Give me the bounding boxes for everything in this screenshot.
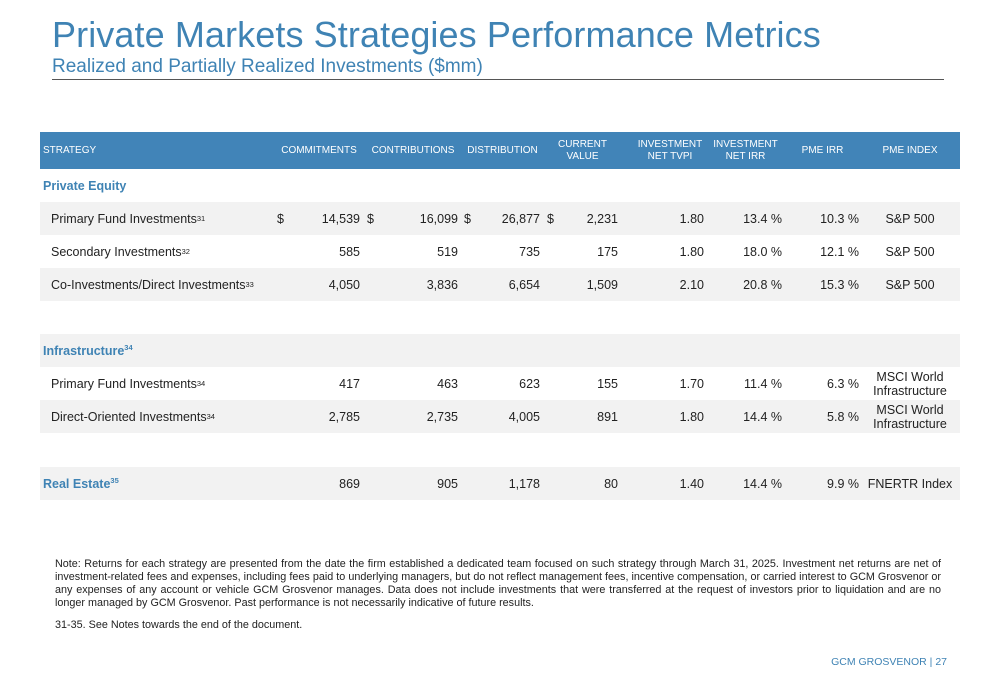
cell-net-irr: 13.4 % xyxy=(743,211,782,226)
title-divider xyxy=(52,79,944,80)
header-investment-net-tvpi: INVESTMENT NET TVPI xyxy=(637,138,703,162)
currency-symbol: $ xyxy=(277,211,284,226)
cell-current-value: 891 xyxy=(597,409,618,424)
table-row: Secondary Investments 32 585 519 735 175 … xyxy=(40,235,960,268)
header-strategy: STRATEGY xyxy=(43,144,97,156)
cell-contributions: 463 xyxy=(437,376,458,391)
cell-net-tvpi: 2.10 xyxy=(679,277,704,292)
header-commitments: COMMITMENTS xyxy=(281,144,357,156)
section-label-real-estate: Real Estate35 xyxy=(43,475,119,491)
table-row: Real Estate35 869 905 1,178 80 1.40 14.4… xyxy=(40,467,960,500)
cell-net-irr: 20.8 % xyxy=(743,277,782,292)
cell-distribution: 6,654 xyxy=(508,277,540,292)
cell-pme-index: S&P 500 xyxy=(885,211,935,226)
cell-pme-index: MSCI World Infrastructure xyxy=(873,402,947,431)
cell-contributions: 3,836 xyxy=(426,277,458,292)
header-investment-net-irr: INVESTMENT NET IRR xyxy=(713,138,778,162)
cell-contributions: 905 xyxy=(437,476,458,491)
row-strategy-name: Primary Fund Investments 31 xyxy=(51,211,206,226)
cell-pme-irr: 6.3 % xyxy=(827,376,859,391)
page-footer: GCM GROSVENOR | 27 xyxy=(831,656,947,668)
table-header: STRATEGY COMMITMENTS CONTRIBUTIONS DISTR… xyxy=(40,132,960,169)
cell-commitments: 869 xyxy=(339,476,360,491)
spacer-row xyxy=(40,301,960,334)
cell-net-irr: 14.4 % xyxy=(743,476,782,491)
cell-commitments: 585 xyxy=(339,244,360,259)
cell-net-irr: 11.4 % xyxy=(744,376,782,391)
cell-pme-index: FNERTR Index xyxy=(867,476,953,491)
cell-net-tvpi: 1.70 xyxy=(679,376,704,391)
cell-pme-index: S&P 500 xyxy=(885,277,935,292)
cell-commitments: 14,539 xyxy=(321,211,360,226)
cell-net-tvpi: 1.80 xyxy=(679,244,704,259)
cell-distribution: 26,877 xyxy=(501,211,540,226)
currency-symbol: $ xyxy=(547,211,554,226)
cell-distribution: 735 xyxy=(519,244,540,259)
table-row: Primary Fund Investments 31 $ 14,539 $ 16… xyxy=(40,202,960,235)
page-title: Private Markets Strategies Performance M… xyxy=(52,14,821,55)
section-label-infrastructure: Infrastructure34 xyxy=(43,342,133,358)
spacer-row xyxy=(40,433,960,466)
cell-current-value: 80 xyxy=(604,476,618,491)
table-row: Primary Fund Investments 34 417 463 623 1… xyxy=(40,367,960,400)
cell-current-value: 1,509 xyxy=(586,277,618,292)
cell-commitments: 4,050 xyxy=(328,277,360,292)
cell-commitments: 417 xyxy=(339,376,360,391)
cell-contributions: 16,099 xyxy=(419,211,458,226)
header-pme-irr: PME IRR xyxy=(801,144,844,156)
section-row-private-equity: Private Equity xyxy=(40,169,960,202)
disclosure-note: Note: Returns for each strategy are pres… xyxy=(55,558,941,609)
cell-pme-index: MSCI World Infrastructure xyxy=(873,369,947,398)
currency-symbol: $ xyxy=(367,211,374,226)
row-strategy-name: Direct-Oriented Investments 34 xyxy=(51,409,215,424)
cell-distribution: 4,005 xyxy=(508,409,540,424)
cell-net-tvpi: 1.40 xyxy=(679,476,704,491)
cell-distribution: 623 xyxy=(519,376,540,391)
header-contributions: CONTRIBUTIONS xyxy=(371,144,455,156)
cell-pme-index: S&P 500 xyxy=(885,244,935,259)
cell-pme-irr: 12.1 % xyxy=(820,244,859,259)
page-subtitle: Realized and Partially Realized Investme… xyxy=(52,56,483,77)
cell-commitments: 2,785 xyxy=(328,409,360,424)
cell-net-irr: 14.4 % xyxy=(743,409,782,424)
header-distribution: DISTRIBUTION xyxy=(467,144,538,156)
row-strategy-name: Secondary Investments 32 xyxy=(51,244,190,259)
cell-net-irr: 18.0 % xyxy=(743,244,782,259)
cell-distribution: 1,178 xyxy=(508,476,540,491)
cell-net-tvpi: 1.80 xyxy=(679,211,704,226)
cell-current-value: 155 xyxy=(597,376,618,391)
row-strategy-name: Primary Fund Investments 34 xyxy=(51,376,206,391)
cell-pme-irr: 15.3 % xyxy=(820,277,859,292)
cell-contributions: 2,735 xyxy=(426,409,458,424)
cell-current-value: 175 xyxy=(597,244,618,259)
cell-pme-irr: 10.3 % xyxy=(820,211,859,226)
cell-current-value: 2,231 xyxy=(586,211,618,226)
table-row: Co-Investments/Direct Investments 33 4,05… xyxy=(40,268,960,301)
table-row: Direct-Oriented Investments 34 2,785 2,73… xyxy=(40,400,960,433)
cell-net-tvpi: 1.80 xyxy=(679,409,704,424)
section-row-infrastructure: Infrastructure34 xyxy=(40,334,960,367)
section-label-private-equity: Private Equity xyxy=(43,178,127,193)
cell-pme-irr: 5.8 % xyxy=(827,409,859,424)
row-strategy-name: Co-Investments/Direct Investments 33 xyxy=(51,277,254,292)
header-current-value: CURRENT VALUE xyxy=(558,138,607,162)
header-pme-index: PME INDEX xyxy=(882,144,938,156)
cell-pme-irr: 9.9 % xyxy=(827,476,859,491)
cell-contributions: 519 xyxy=(437,244,458,259)
currency-symbol: $ xyxy=(464,211,471,226)
notes-reference: 31-35. See Notes towards the end of the … xyxy=(55,619,303,631)
